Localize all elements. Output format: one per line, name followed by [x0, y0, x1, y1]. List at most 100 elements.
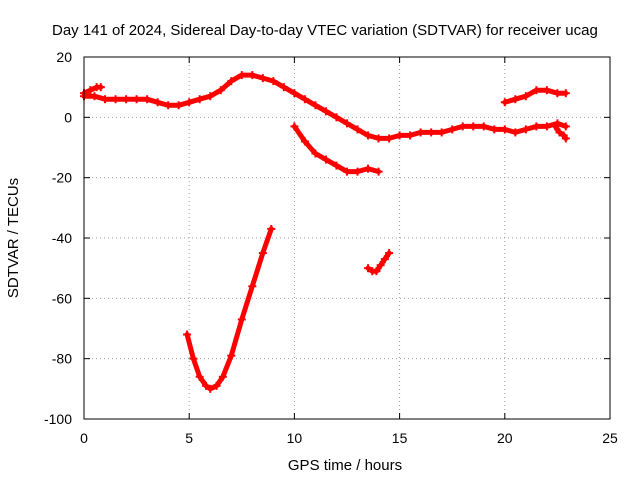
- data-point: [511, 128, 520, 137]
- axis-ticks: [83, 56, 611, 420]
- plot-frame: [83, 56, 611, 420]
- data-point: [311, 149, 320, 158]
- x-tick-label: 20: [497, 430, 513, 446]
- data-point: [96, 83, 105, 92]
- data-point: [364, 131, 373, 140]
- data-point: [380, 255, 389, 264]
- data-series: [80, 71, 570, 393]
- data-point: [111, 95, 120, 104]
- y-tick-label: 0: [64, 109, 72, 125]
- data-point: [542, 86, 551, 95]
- data-point: [395, 131, 404, 140]
- data-point: [437, 128, 446, 137]
- data-point: [561, 89, 570, 98]
- data-point: [290, 89, 299, 98]
- data-point: [279, 83, 288, 92]
- data-point: [195, 95, 204, 104]
- data-point: [353, 167, 362, 176]
- data-point: [561, 122, 570, 131]
- data-point: [343, 167, 351, 176]
- data-point: [332, 161, 341, 170]
- data-point: [143, 95, 152, 104]
- data-point: [227, 351, 236, 360]
- data-point: [202, 381, 211, 390]
- data-point: [216, 86, 225, 95]
- data-point: [542, 122, 551, 131]
- x-axis-label: GPS time / hours: [288, 457, 402, 474]
- y-tick-label: -40: [52, 230, 72, 246]
- data-point: [364, 164, 373, 173]
- y-tick-labels: -100 -80 -60 -40 -20 0 20: [44, 49, 72, 427]
- data-point: [374, 134, 383, 143]
- data-point: [521, 92, 530, 101]
- data-point: [218, 372, 227, 381]
- data-point: [206, 384, 215, 393]
- data-point: [364, 264, 373, 273]
- data-point: [248, 71, 257, 80]
- data-point: [86, 86, 95, 95]
- data-point: [212, 381, 221, 390]
- data-point: [101, 95, 110, 104]
- data-point: [267, 224, 276, 233]
- data-point: [164, 101, 173, 110]
- data-point: [185, 98, 194, 107]
- data-point: [153, 98, 162, 107]
- data-point: [237, 315, 246, 324]
- series-track-g: [552, 123, 569, 141]
- data-point: [311, 101, 320, 110]
- data-point: [521, 125, 530, 134]
- data-point: [406, 131, 415, 140]
- grid: [84, 57, 610, 419]
- data-point: [427, 128, 436, 137]
- data-point: [300, 137, 309, 146]
- data-point: [290, 122, 299, 131]
- data-point: [374, 167, 383, 176]
- data-point: [385, 134, 394, 143]
- x-tick-label: 15: [392, 430, 408, 446]
- data-point: [332, 113, 341, 122]
- data-point: [195, 372, 204, 381]
- data-point: [227, 77, 236, 86]
- data-point: [258, 249, 267, 258]
- data-point: [532, 86, 541, 95]
- data-point: [206, 92, 215, 101]
- data-point: [269, 77, 278, 86]
- data-point: [553, 89, 562, 98]
- data-point: [500, 98, 509, 107]
- data-point: [376, 261, 385, 270]
- y-tick-label: -80: [52, 351, 72, 367]
- x-tick-label: 5: [185, 430, 193, 446]
- data-point: [122, 95, 131, 104]
- y-axis-label: SDTVAR / TECUs: [5, 178, 22, 298]
- data-point: [174, 101, 183, 110]
- x-tick-label: 25: [602, 430, 618, 446]
- data-point: [353, 125, 362, 134]
- data-point: [479, 122, 488, 131]
- data-point: [561, 134, 570, 143]
- data-point: [385, 249, 394, 258]
- data-point: [469, 122, 478, 131]
- data-point: [532, 122, 541, 131]
- chart-title: Day 141 of 2024, Sidereal Day-to-day VTE…: [52, 22, 598, 39]
- data-point: [300, 95, 309, 104]
- data-point: [555, 128, 564, 137]
- data-point: [183, 330, 192, 339]
- y-tick-label: -60: [52, 290, 72, 306]
- data-point: [372, 267, 381, 276]
- y-tick-label: -20: [52, 170, 72, 186]
- data-point: [321, 107, 330, 116]
- data-point: [258, 74, 267, 83]
- data-point: [248, 282, 257, 291]
- data-point: [490, 125, 499, 134]
- data-point: [551, 122, 560, 131]
- data-point: [237, 71, 246, 80]
- data-point: [321, 155, 330, 164]
- data-point: [189, 354, 198, 363]
- series-track-d: [184, 226, 274, 392]
- x-tick-labels: 0 5 10 15 20 25: [80, 430, 618, 446]
- data-point: [132, 95, 141, 104]
- x-tick-label: 0: [80, 430, 88, 446]
- data-point: [416, 128, 425, 137]
- data-point: [90, 92, 99, 101]
